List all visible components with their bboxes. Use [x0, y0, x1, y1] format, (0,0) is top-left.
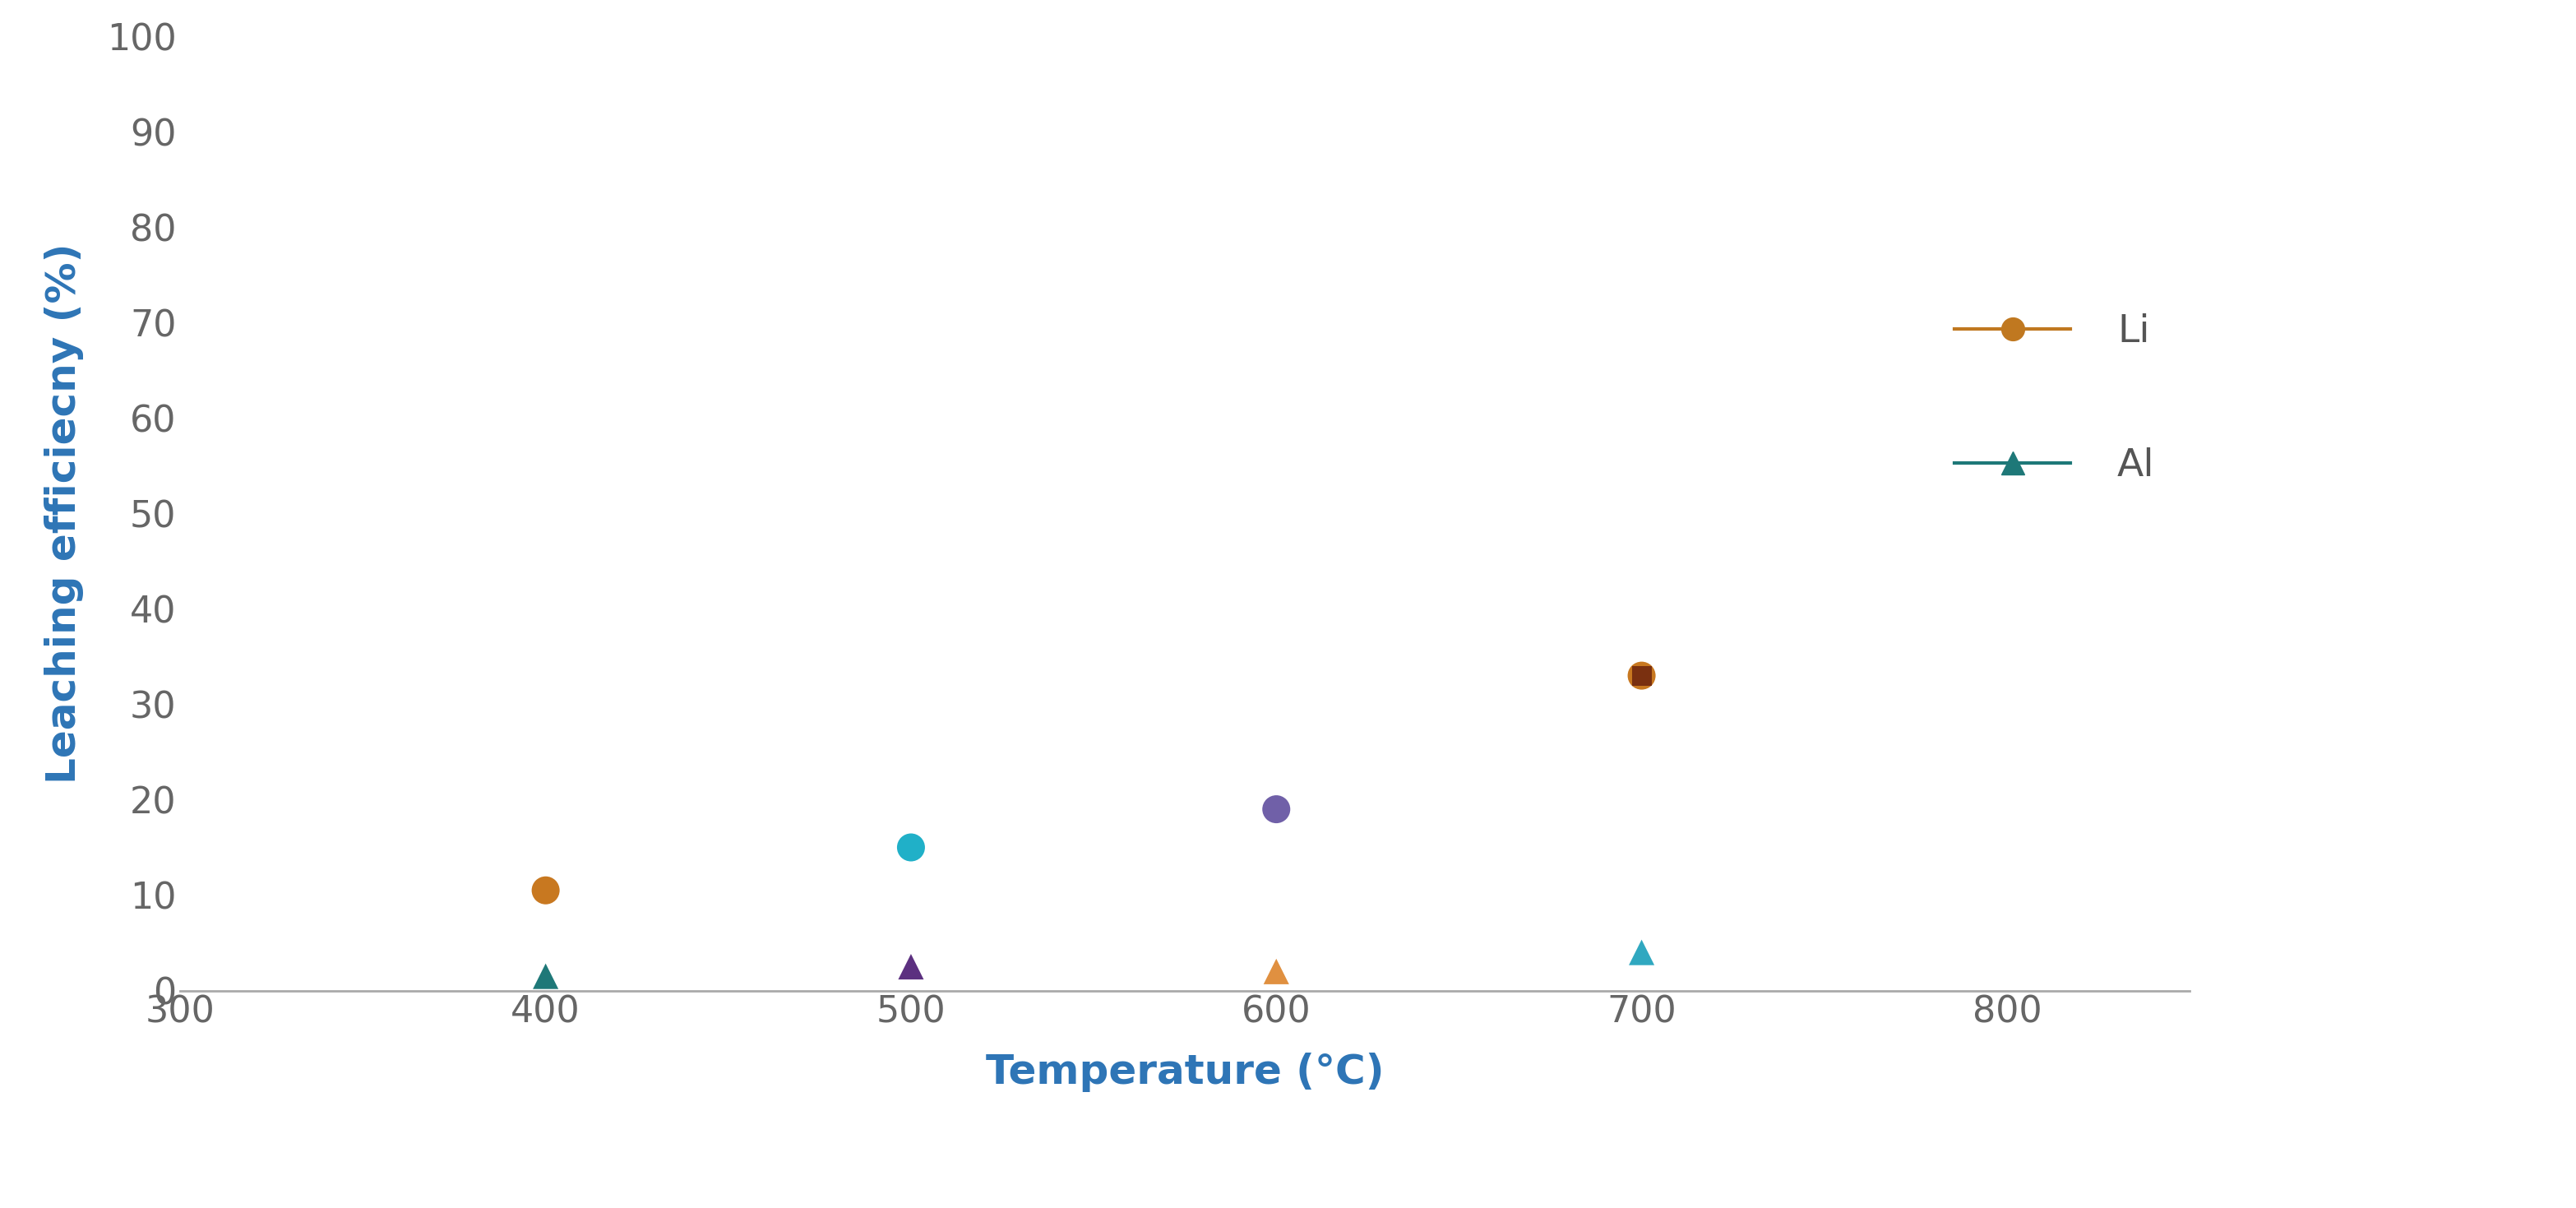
Point [1255, 962, 1296, 981]
Point [1255, 800, 1296, 819]
X-axis label: Temperature (°C): Temperature (°C) [987, 1052, 1383, 1092]
Point [526, 881, 567, 900]
Point [1620, 666, 1662, 685]
Legend: Li, Al: Li, Al [1940, 298, 2169, 500]
Point [1620, 666, 1662, 685]
Y-axis label: Leaching efficiecny (%): Leaching efficiecny (%) [44, 243, 85, 784]
Point [891, 957, 933, 976]
Point [526, 966, 567, 986]
Point [1620, 942, 1662, 962]
Point [891, 838, 933, 858]
